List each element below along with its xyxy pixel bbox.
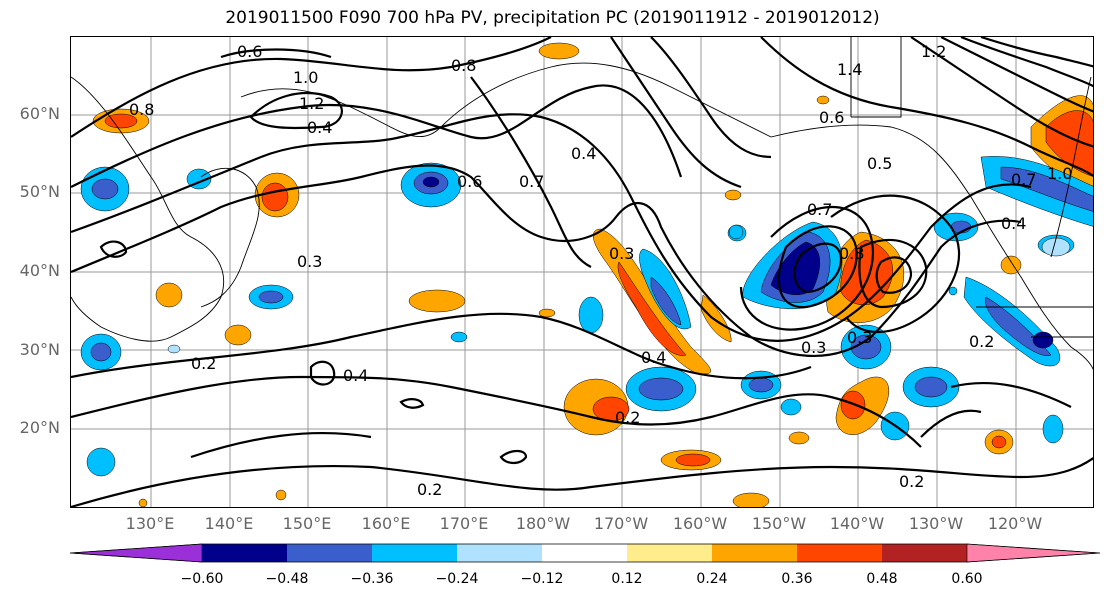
contour-label: 0.3: [801, 338, 826, 357]
map-panel: 0.6 1.0 1.2 0.8 0.4 0.8 0.6 0.7 0.4 0.3 …: [70, 36, 1094, 508]
colorbar-extension-max: [966, 543, 1101, 563]
contour-label: 0.8: [129, 100, 154, 119]
contour-labels: 0.6 1.0 1.2 0.8 0.4 0.8 0.6 0.7 0.4 0.3 …: [129, 42, 1072, 499]
map-title: 2019011500 F090 700 hPa PV, precipitatio…: [225, 8, 880, 28]
lon-label-180w: 180°W: [515, 514, 571, 533]
colorbar-tick: −0.12: [520, 571, 564, 587]
lon-label-120w: 120°W: [987, 514, 1043, 533]
lon-label-130e: 130°E: [125, 514, 175, 533]
colorbar-tick: 0.48: [866, 571, 898, 587]
contour-label: 1.2: [299, 94, 324, 113]
contour-label: 0.2: [191, 354, 216, 373]
colorbar-tick: −0.48: [265, 571, 309, 587]
contour-label: 0.8: [839, 244, 864, 263]
contour-label: 0.2: [969, 332, 994, 351]
contour-label: 0.6: [457, 172, 482, 191]
colorbar-tick: −0.24: [435, 571, 479, 587]
contour-label: 0.3: [847, 328, 872, 347]
contour-label: 1.0: [1047, 164, 1072, 183]
contour-label: 0.4: [343, 366, 368, 385]
colorbar-tick: 0.24: [696, 571, 728, 587]
colorbar-cell: [797, 544, 882, 562]
lon-label-140e: 140°E: [204, 514, 254, 533]
lon-label-160w: 160°W: [672, 514, 728, 533]
lat-label-40: 40°N: [19, 261, 60, 280]
contour-label: 1.0: [293, 68, 318, 87]
lon-label-160e: 160°E: [361, 514, 411, 533]
contour-label: 0.3: [297, 252, 322, 271]
lon-label-170e: 170°E: [439, 514, 489, 533]
lon-label-150w: 150°W: [751, 514, 807, 533]
contour-label: 0.8: [451, 56, 476, 75]
lat-label-60: 60°N: [19, 104, 60, 123]
lon-label-170w: 170°W: [593, 514, 649, 533]
colorbar-tick: 0.36: [781, 571, 813, 587]
lat-label-50: 50°N: [19, 182, 60, 201]
colorbar-tick: 0.60: [951, 571, 983, 587]
colorbar-tick: −0.60: [180, 571, 224, 587]
contour-label: 0.6: [819, 108, 844, 127]
colorbar-cell: [542, 544, 627, 562]
colorbar-cell: [712, 544, 797, 562]
colorbar-tick: 0.12: [611, 571, 643, 587]
colorbar-outline: [69, 543, 1101, 563]
colorbar-cell: [457, 544, 542, 562]
colorbar-cell: [287, 544, 372, 562]
contour-label: 0.2: [417, 480, 442, 499]
map-canvas: 0.6 1.0 1.2 0.8 0.4 0.8 0.6 0.7 0.4 0.3 …: [71, 37, 1093, 507]
lon-label-130w: 130°W: [908, 514, 964, 533]
contour-label: 0.4: [307, 118, 332, 137]
colorbar-cell: [627, 544, 712, 562]
colorbar-cell: [202, 544, 287, 562]
contour-label: 0.5: [867, 154, 892, 173]
precipitation-anomaly-fill: [80, 42, 1093, 507]
contour-label: 1.2: [921, 42, 946, 61]
contour-label: 0.7: [1011, 170, 1036, 189]
contour-label: 0.2: [899, 472, 924, 491]
contour-label: 0.7: [807, 200, 832, 219]
lon-label-150e: 150°E: [282, 514, 332, 533]
pv-contours: [71, 37, 1093, 507]
contour-label: 0.4: [641, 348, 666, 367]
lon-label-140w: 140°W: [829, 514, 885, 533]
colorbar-cell: [372, 544, 457, 562]
contour-label: 0.2: [615, 408, 640, 427]
contour-label: 1.4: [837, 60, 862, 79]
contour-label: 0.4: [571, 144, 596, 163]
colorbar-cell: [882, 544, 967, 562]
lat-label-20: 20°N: [19, 418, 60, 437]
contour-label: 0.7: [519, 172, 544, 191]
graticule: [71, 37, 1093, 507]
lat-label-30: 30°N: [19, 340, 60, 359]
contour-label: 0.6: [237, 42, 262, 61]
colorbar-extension-min: [69, 543, 203, 563]
colorbar: [69, 543, 1101, 563]
contour-label: 0.4: [1001, 214, 1026, 233]
colorbar-tick: −0.36: [350, 571, 394, 587]
contour-label: 0.3: [609, 244, 634, 263]
